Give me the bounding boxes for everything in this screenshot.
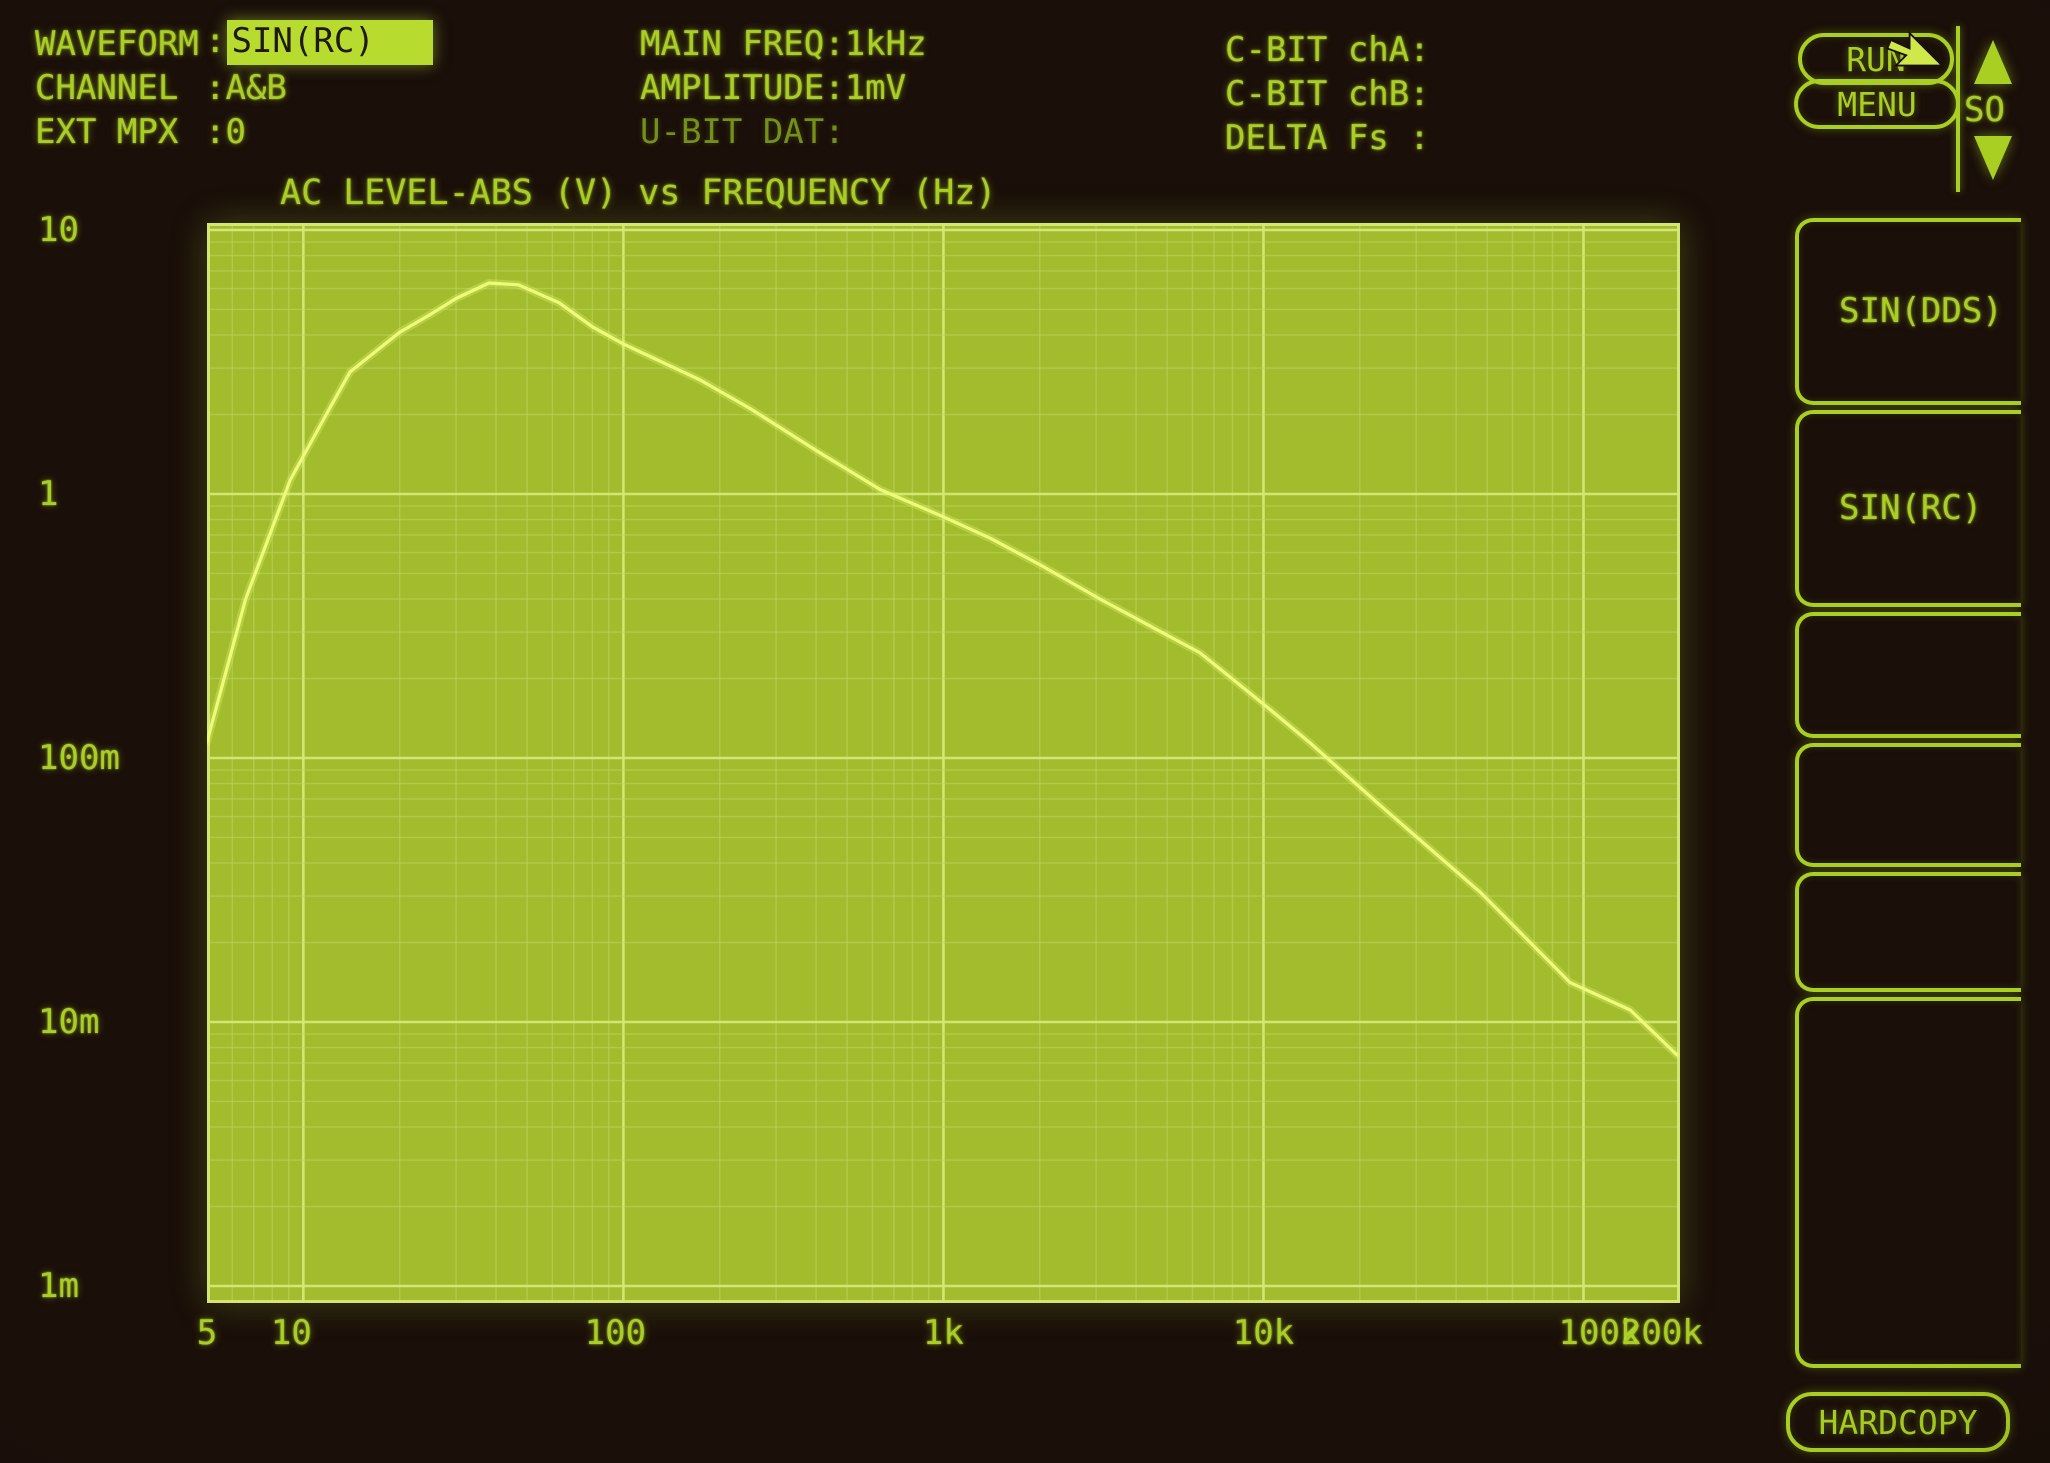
cursor-arrow-icon [1886,30,1945,67]
scroll-down-icon[interactable] [1974,136,2012,180]
c-bit-cha-field[interactable]: C-BIT chA: [1225,30,1430,70]
waveform-field[interactable]: : SIN(RC) [205,20,434,66]
x-tick-label: 100k [1558,1313,1641,1353]
channel-field[interactable]: :A&B [205,68,287,108]
waveform-label: WAVEFORM [35,24,199,64]
hardcopy-label: HARDCOPY [1818,1402,1978,1442]
chart-title: AC LEVEL-ABS (V) vs FREQUENCY (Hz) [280,173,997,213]
softkey-empty-2[interactable] [1795,743,2021,867]
scroll-up-icon[interactable] [1974,40,2012,84]
softkey-empty-4[interactable] [1795,997,2021,1368]
colon: : [205,21,226,61]
main-freq-field[interactable]: MAIN FREQ:1kHz [640,24,927,64]
c-bit-cha-label: C-BIT chA: [1225,30,1430,70]
u-bit-dat-label: U-BIT DAT: [640,112,845,152]
scroll-label: SO [1964,90,2005,130]
x-tick-label: 100 [584,1313,647,1353]
x-tick-label: 10 [270,1313,312,1353]
run-button[interactable]: RUN [1798,33,1954,85]
colon: : [205,68,226,108]
waveform-value[interactable]: SIN(RC) [227,20,434,66]
amplitude-field[interactable]: AMPLITUDE:1mV [640,68,907,108]
x-tick-label: 200k [1620,1313,1703,1353]
softkey-sin-dds[interactable]: SIN(DDS) [1795,218,2021,405]
hardcopy-button[interactable]: HARDCOPY [1786,1392,2010,1452]
ext-mpx-field[interactable]: :0 [205,112,246,152]
frequency-response-curve [205,281,1679,1057]
x-tick-label: 10k [1232,1313,1295,1353]
softkey-label: SIN(RC) [1839,487,1983,528]
c-bit-chb-field[interactable]: C-BIT chB: [1225,74,1430,114]
colon: : [205,112,226,152]
delta-fs-field[interactable]: DELTA Fs : [1225,118,1430,158]
divider [1956,26,1960,192]
x-tick-label: 1k [922,1313,964,1353]
y-tick-label: 100m [38,738,120,778]
delta-fs-label: DELTA Fs : [1225,118,1430,158]
log-log-grid-and-curve [203,223,1681,1303]
y-tick-label: 1m [38,1266,79,1306]
softkey-empty-3[interactable] [1795,872,2021,992]
amplitude-label: AMPLITUDE: [640,68,845,108]
softkey-label: SIN(DDS) [1839,290,2003,331]
main-freq-label: MAIN FREQ: [640,24,845,64]
x-tick-label: 5 [196,1313,218,1353]
softkey-empty-1[interactable] [1795,612,2021,738]
ext-mpx-value: 0 [225,112,246,152]
channel-label: CHANNEL [35,68,179,108]
y-tick-label: 1 [38,474,59,514]
y-tick-label: 10 [38,210,79,250]
u-bit-dat-field[interactable]: U-BIT DAT: [640,112,845,152]
channel-value: A&B [225,68,287,108]
c-bit-chb-label: C-BIT chB: [1225,74,1430,114]
amplitude-value: 1mV [844,68,907,108]
ext-mpx-label: EXT MPX [35,112,179,152]
frequency-response-plot [203,223,1681,1303]
menu-button[interactable]: MENU [1794,79,1960,129]
y-tick-label: 10m [38,1002,100,1042]
menu-label: MENU [1837,84,1917,124]
softkey-sin-rc[interactable]: SIN(RC) [1795,410,2021,607]
main-freq-value: 1kHz [844,24,927,64]
